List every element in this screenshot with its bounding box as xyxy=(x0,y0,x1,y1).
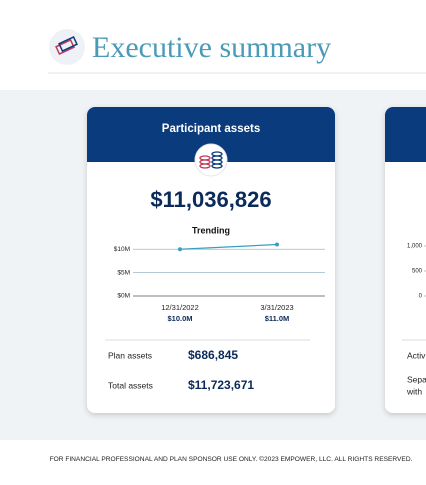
side-card-header xyxy=(385,107,426,162)
card-shadow xyxy=(87,107,335,413)
asset-rows: Plan assets $686,845 Total assets $11,723,6… xyxy=(108,348,254,392)
y-tick-label: $0M xyxy=(117,293,130,300)
side-tick-label: 1,000 xyxy=(407,244,423,250)
side-card-shadow xyxy=(385,107,426,413)
card-header xyxy=(87,107,335,162)
trend-chart: $10M $5M $0M 12/31/2022 $10.0M 3/31/2023 $11.0… xyxy=(114,242,325,323)
x-tick-label: 12/31/2022 xyxy=(161,303,199,312)
value-label: $11.0M xyxy=(265,314,290,323)
header-icon xyxy=(55,35,78,56)
card-icon xyxy=(199,151,223,169)
x-tick-label: 3/31/2023 xyxy=(260,303,293,312)
trend-point xyxy=(178,247,182,252)
trend-point xyxy=(275,242,279,247)
chart-title: Trending xyxy=(192,225,230,235)
value-label: $10.0M xyxy=(167,314,192,323)
row-label: Plan assets xyxy=(108,350,152,360)
footer: FOR FINANCIAL PROFESSIONAL AND PLAN SPON… xyxy=(50,455,413,463)
side-text: Activ xyxy=(407,350,426,360)
y-tick-label: $10M xyxy=(114,246,130,253)
header-title: Executive summary xyxy=(92,31,331,64)
y-tick-label: $5M xyxy=(117,269,130,276)
row-value: $686,845 xyxy=(188,348,238,362)
side-card xyxy=(385,107,426,413)
side-tick-label: 0 xyxy=(419,294,423,300)
row-label: Total assets xyxy=(108,380,153,390)
side-tick-label: 500 xyxy=(412,269,423,275)
side-card-content: 1,000 500 0 Activ Sepa with xyxy=(402,244,426,396)
row-value: $11,723,671 xyxy=(188,378,254,392)
side-text: Sepa xyxy=(407,374,426,384)
card-icon-bg xyxy=(194,143,228,177)
trend-line xyxy=(179,243,278,250)
card-title: Participant assets xyxy=(162,123,260,135)
card-total: $11,036,826 xyxy=(150,187,271,212)
side-text: with xyxy=(406,386,422,396)
card xyxy=(87,107,335,413)
header-icon-bg xyxy=(49,29,85,65)
